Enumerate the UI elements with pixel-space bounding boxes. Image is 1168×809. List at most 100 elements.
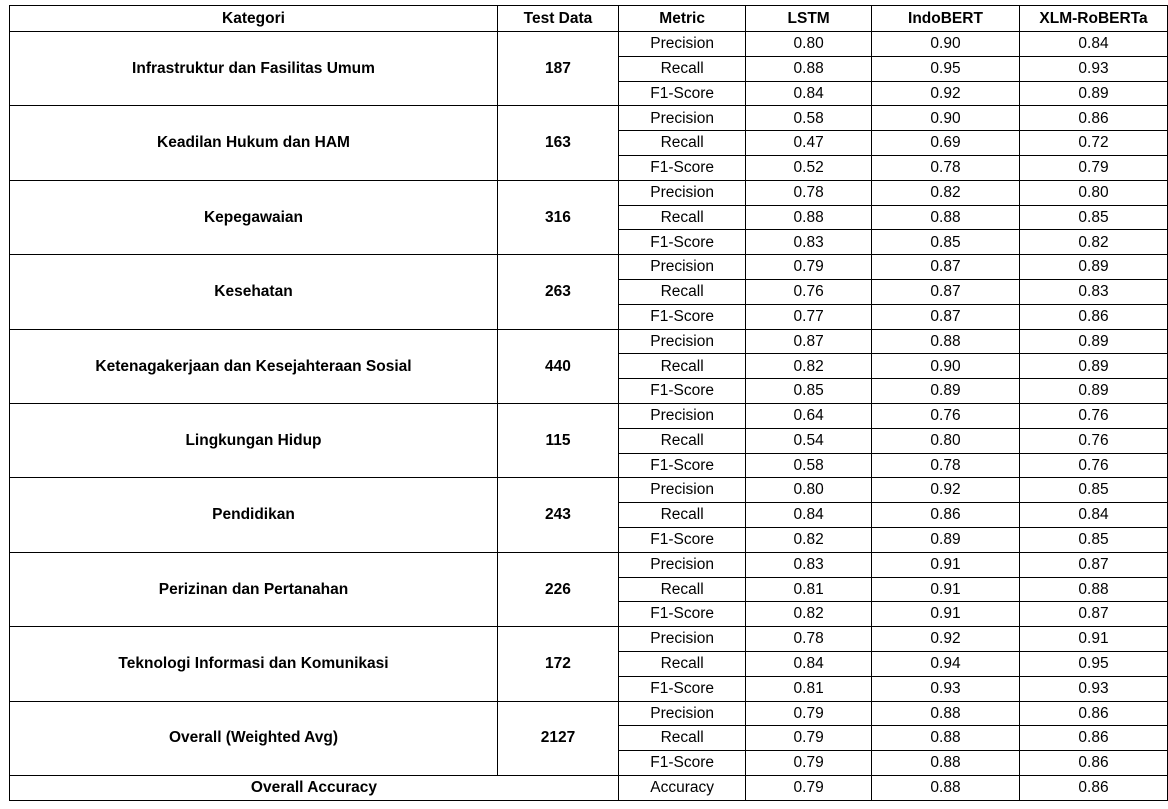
lstm-cell: 0.76 xyxy=(745,278,872,305)
xlm-roberta-cell: 0.82 xyxy=(1019,229,1168,256)
test-data-cell: 243 xyxy=(496,477,619,553)
table-row: Recall 0.76 0.87 0.83 xyxy=(10,278,1168,305)
kategori-cell: Lingkungan Hidup xyxy=(9,402,498,479)
metric-cell: Recall xyxy=(617,130,747,156)
table-row: Overall (Weighted Avg) 2127 Precision 0.79 0… xyxy=(9,700,1168,776)
metric-cell: Recall xyxy=(617,576,747,603)
lstm-cell: 0.82 xyxy=(745,353,872,380)
table-row: F1-Score 0.84 0.92 0.89 xyxy=(10,80,1168,107)
xlm-roberta-cell: 0.91 xyxy=(1019,626,1168,652)
header-test-data: Test Data xyxy=(496,5,619,32)
indobert-cell: 0.69 xyxy=(870,130,1021,156)
table-row: F1-Score 0.81 0.93 0.93 xyxy=(10,675,1168,702)
indobert-cell: 0.87 xyxy=(870,278,1021,305)
test-data-cell: 316 xyxy=(496,179,619,256)
indobert-cell: 0.86 xyxy=(870,502,1021,528)
test-data-cell: 172 xyxy=(496,626,619,702)
header-indobert: IndoBERT xyxy=(870,5,1021,32)
indobert-cell: 0.91 xyxy=(870,551,1021,578)
xlm-roberta-cell: 0.72 xyxy=(1019,130,1168,156)
indobert-cell: 0.88 xyxy=(870,725,1021,752)
accuracy-metric: Accuracy xyxy=(617,774,747,801)
xlm-roberta-cell: 0.86 xyxy=(1019,700,1168,727)
metric-cell: F1-Score xyxy=(617,675,747,702)
indobert-cell: 0.82 xyxy=(870,179,1021,206)
indobert-cell: 0.78 xyxy=(870,452,1021,479)
indobert-cell: 0.91 xyxy=(870,601,1021,628)
metric-cell: Recall xyxy=(617,204,747,231)
xlm-roberta-cell: 0.79 xyxy=(1019,154,1168,181)
indobert-cell: 0.92 xyxy=(870,477,1021,504)
metric-cell: Recall xyxy=(617,55,747,82)
metric-cell: F1-Score xyxy=(617,80,747,107)
metric-cell: Precision xyxy=(617,179,747,206)
metric-cell: Recall xyxy=(617,353,747,380)
table-row: Perizinan dan Pertanahan 226 Precision 0.83… xyxy=(9,551,1168,628)
indobert-cell: 0.91 xyxy=(870,576,1021,603)
indobert-cell: 0.76 xyxy=(870,402,1021,429)
lstm-cell: 0.83 xyxy=(745,551,872,578)
header-row: Kategori Test Data Metric LSTM IndoBERT … xyxy=(9,5,1168,32)
xlm-roberta-cell: 0.95 xyxy=(1019,650,1168,677)
table-header: Kategori Test Data Metric LSTM IndoBERT … xyxy=(9,5,1168,32)
lstm-cell: 0.84 xyxy=(745,80,872,107)
xlm-roberta-cell: 0.85 xyxy=(1019,204,1168,231)
xlm-roberta-cell: 0.89 xyxy=(1019,254,1168,280)
lstm-cell: 0.88 xyxy=(745,55,872,82)
xlm-roberta-cell: 0.89 xyxy=(1019,378,1168,404)
lstm-cell: 0.82 xyxy=(745,526,872,553)
metric-cell: Precision xyxy=(617,31,747,57)
table-footer: Overall Accuracy Accuracy 0.79 0.88 0.86 xyxy=(9,774,1168,801)
xlm-roberta-cell: 0.86 xyxy=(1019,105,1168,132)
indobert-cell: 0.89 xyxy=(870,526,1021,553)
table-body: Infrastruktur dan Fasilitas Umum 187 Preci… xyxy=(9,30,1168,776)
table-row: Teknologi Informasi dan Komunikasi 172 Pre… xyxy=(9,626,1168,702)
accuracy-lstm: 0.79 xyxy=(745,774,872,801)
table-row: Recall 0.88 0.88 0.85 xyxy=(10,204,1168,231)
header-kategori: Kategori xyxy=(9,5,498,32)
indobert-cell: 0.85 xyxy=(870,229,1021,256)
metric-cell: F1-Score xyxy=(617,750,747,776)
kategori-cell: Teknologi Informasi dan Komunikasi xyxy=(9,626,498,702)
lstm-cell: 0.58 xyxy=(745,452,872,479)
xlm-roberta-cell: 0.93 xyxy=(1019,55,1168,82)
indobert-cell: 0.89 xyxy=(870,378,1021,404)
table-row: Lingkungan Hidup 115 Precision 0.64 0.76 0.76 xyxy=(9,402,1168,479)
indobert-cell: 0.87 xyxy=(870,254,1021,280)
metric-cell: Precision xyxy=(617,551,747,578)
lstm-cell: 0.81 xyxy=(745,675,872,702)
table-row: F1-Score 0.52 0.78 0.79 xyxy=(10,154,1168,181)
test-data-cell: 226 xyxy=(496,551,619,628)
lstm-cell: 0.52 xyxy=(745,154,872,181)
kategori-cell: Keadilan Hukum dan HAM xyxy=(9,105,498,181)
lstm-cell: 0.58 xyxy=(745,105,872,132)
indobert-cell: 0.92 xyxy=(870,626,1021,652)
metric-cell: F1-Score xyxy=(617,526,747,553)
metric-cell: F1-Score xyxy=(617,452,747,479)
table-row: Recall 0.88 0.95 0.93 xyxy=(10,55,1168,82)
indobert-cell: 0.90 xyxy=(870,31,1021,57)
metric-cell: Recall xyxy=(617,650,747,677)
table-row: Pendidikan 243 Precision 0.80 0.92 0.85 xyxy=(9,477,1168,553)
metric-cell: Precision xyxy=(617,700,747,727)
metric-cell: F1-Score xyxy=(617,154,747,181)
metric-cell: Recall xyxy=(617,502,747,528)
table-row: Recall 0.84 0.86 0.84 xyxy=(10,502,1168,528)
metric-cell: Precision xyxy=(617,328,747,355)
table-row: Recall 0.54 0.80 0.76 xyxy=(10,427,1168,454)
table-row: Recall 0.47 0.69 0.72 xyxy=(10,130,1168,156)
indobert-cell: 0.92 xyxy=(870,80,1021,107)
indobert-cell: 0.80 xyxy=(870,427,1021,454)
kategori-cell: Perizinan dan Pertanahan xyxy=(9,551,498,628)
xlm-roberta-cell: 0.83 xyxy=(1019,278,1168,305)
test-data-cell: 163 xyxy=(496,105,619,181)
xlm-roberta-cell: 0.80 xyxy=(1019,179,1168,206)
xlm-roberta-cell: 0.89 xyxy=(1019,80,1168,107)
xlm-roberta-cell: 0.93 xyxy=(1019,675,1168,702)
lstm-cell: 0.64 xyxy=(745,402,872,429)
lstm-cell: 0.47 xyxy=(745,130,872,156)
test-data-cell: 263 xyxy=(496,254,619,330)
kategori-cell: Kepegawaian xyxy=(9,179,498,256)
indobert-cell: 0.78 xyxy=(870,154,1021,181)
metric-cell: Precision xyxy=(617,477,747,504)
